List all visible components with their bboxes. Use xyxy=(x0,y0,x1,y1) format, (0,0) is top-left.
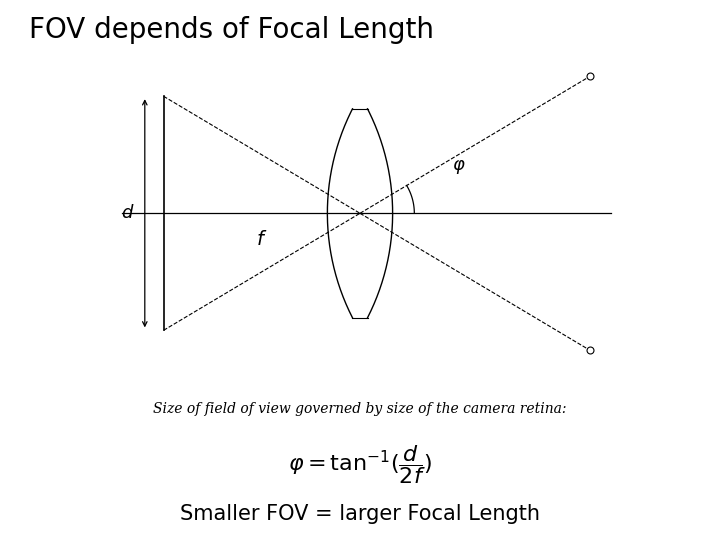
Text: Size of field of view governed by size of the camera retina:: Size of field of view governed by size o… xyxy=(153,402,567,416)
Text: $\varphi$: $\varphi$ xyxy=(452,158,466,177)
Text: Smaller FOV = larger Focal Length: Smaller FOV = larger Focal Length xyxy=(180,504,540,524)
Text: $d$: $d$ xyxy=(122,204,135,222)
Text: $\varphi = \mathrm{tan}^{-1}(\dfrac{d}{2f})$: $\varphi = \mathrm{tan}^{-1}(\dfrac{d}{2… xyxy=(288,443,432,486)
Text: $f$: $f$ xyxy=(256,230,267,249)
Text: FOV depends of Focal Length: FOV depends of Focal Length xyxy=(29,16,433,44)
